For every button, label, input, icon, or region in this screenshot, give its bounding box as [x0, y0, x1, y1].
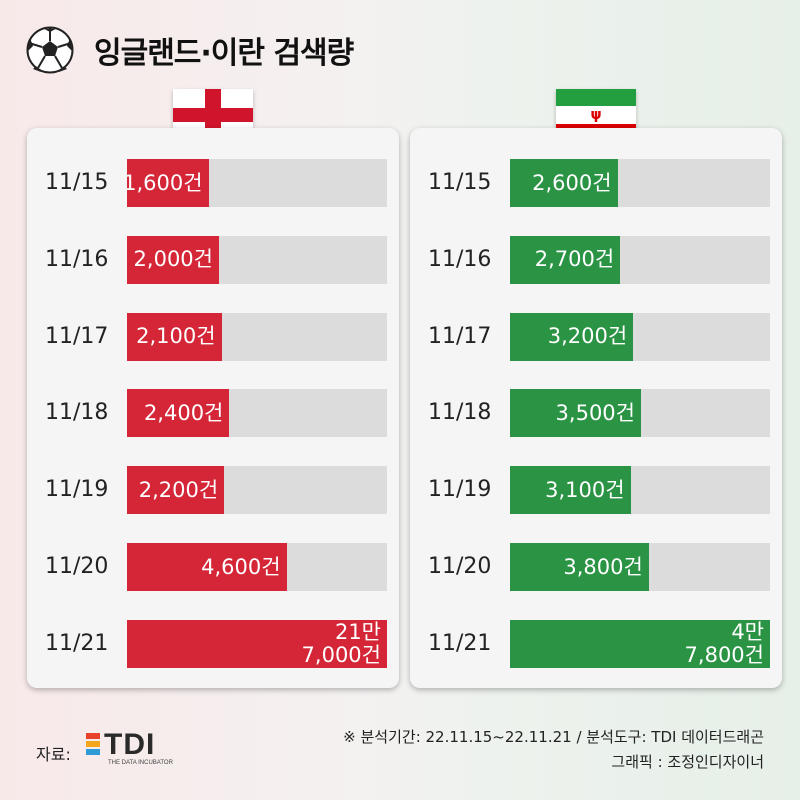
analysis-note: ※ 분석기간: 22.11.15~22.11.21 / 분석도구: TDI 데이…	[343, 728, 764, 746]
iran-bar-track: 3,200건	[510, 312, 770, 361]
iran-date-label: 11/19	[428, 477, 492, 503]
tdi-logo-text: TDI	[104, 728, 156, 761]
england-bar-track: 2,400건	[127, 389, 387, 438]
iran-bar-value-label: 3,800건	[563, 554, 643, 579]
england-bar-track: 4,600건	[127, 543, 387, 591]
iran-bar-value-label: 2,700건	[534, 247, 615, 272]
england-bar: 2,200건	[127, 466, 225, 515]
england-bar: 2,000건	[127, 235, 219, 284]
soccer-ball-icon	[26, 26, 74, 74]
england-bar: 1,600건	[123, 159, 209, 207]
england-date-label: 11/18	[45, 400, 109, 426]
england-bar-track: 1,600건	[123, 159, 387, 207]
iran-date-label: 11/20	[428, 554, 492, 579]
england-date-label: 11/20	[45, 554, 109, 579]
england-bar-value-label: 21만 7,000건	[301, 619, 381, 667]
england-date-label: 11/17	[45, 323, 109, 349]
tdi-logo-tagline: THE DATA INCUBATOR	[108, 760, 173, 766]
england-bar-value-label: 2,400건	[143, 400, 224, 425]
iran-bar-value-label: 2,600건	[532, 170, 612, 195]
england-date-label: 11/21	[45, 630, 109, 656]
england-date-label: 11/15	[45, 170, 109, 195]
iran-date-label: 11/15	[428, 170, 492, 195]
iran-bar-value-label: 3,500건	[555, 400, 635, 425]
iran-bar: 2,600건	[510, 159, 618, 207]
iran-bar: 3,200건	[510, 312, 634, 361]
iran-bar: 2,700건	[510, 235, 621, 284]
iran-bar-track: 3,500건	[510, 389, 770, 438]
england-bar-value-label: 2,200건	[138, 477, 219, 502]
england-bar-value-label: 4,600건	[201, 554, 281, 579]
england-date-label: 11/19	[45, 477, 109, 503]
iran-date-label: 11/16	[428, 246, 492, 272]
iran-bar: 3,800건	[510, 543, 649, 591]
england-bar-value-label: 2,100건	[136, 324, 216, 349]
iran-bar-track: 3,100건	[510, 466, 770, 515]
iran-bar-track: 3,800건	[510, 543, 770, 591]
graphic-credit: 그래픽 : 조정인디자이너	[611, 753, 764, 771]
england-bar: 21만 7,000건	[127, 619, 387, 668]
iran-bar-track: 2,700건	[510, 235, 770, 284]
iran-bar-value-label: 3,200건	[547, 324, 628, 349]
england-bar-track: 2,200건	[127, 466, 387, 515]
iran-date-label: 11/18	[428, 400, 492, 426]
iran-bar-track: 2,600건	[510, 159, 770, 207]
england-bar: 2,400건	[127, 389, 230, 438]
england-bar-value-label: 2,000건	[133, 247, 213, 272]
england-bar-track: 2,100건	[127, 312, 387, 361]
england-bar: 4,600건	[127, 543, 287, 591]
england-bar-value-label: 1,600건	[123, 170, 203, 195]
source-label: 자료:	[36, 745, 71, 764]
england-bar-track: 2,000건	[127, 235, 387, 284]
page-title: 잉글랜드·이란 검색량	[94, 36, 354, 71]
england-bar-track: 21만 7,000건	[127, 619, 387, 668]
iran-bar-track: 4만 7,800건	[510, 619, 770, 668]
iran-bar-value-label: 3,100건	[545, 477, 625, 502]
tdi-logo: TDI THE DATA INCUBATOR	[86, 728, 176, 768]
iran-bar: 4만 7,800건	[510, 619, 770, 668]
iran-date-label: 11/17	[428, 323, 492, 349]
iran-date-label: 11/21	[428, 630, 492, 656]
england-bar: 2,100건	[127, 312, 222, 361]
iran-bar: 3,100건	[510, 466, 631, 515]
england-date-label: 11/16	[45, 246, 109, 272]
iran-bar-value-label: 4만 7,800건	[684, 619, 764, 667]
iran-bar: 3,500건	[510, 389, 641, 438]
